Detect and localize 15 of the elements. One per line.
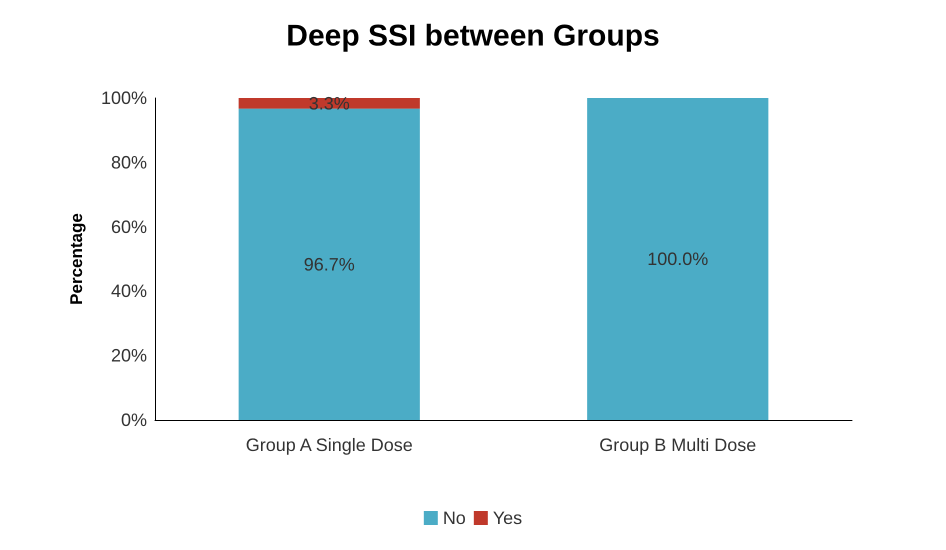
y-tick-label: 80% <box>110 152 147 172</box>
x-tick-label: Group A Single Dose <box>246 435 413 455</box>
y-axis-title: Percentage <box>67 213 86 305</box>
x-tick-label: Group B Multi Dose <box>599 435 756 455</box>
y-tick-label: 0% <box>120 410 147 430</box>
data-label: 100.0% <box>647 249 708 269</box>
legend-label: Yes <box>492 508 522 528</box>
data-label: 3.3% <box>308 93 350 114</box>
y-tick-label: 40% <box>110 281 147 302</box>
y-tick-label: 60% <box>110 216 147 237</box>
y-tick-label: 20% <box>110 346 147 366</box>
y-tick-label: 100% <box>100 88 147 108</box>
chart-title: Deep SSI between Groups <box>286 20 660 52</box>
legend-label: No <box>442 508 466 528</box>
data-label: 96.7% <box>304 254 355 274</box>
